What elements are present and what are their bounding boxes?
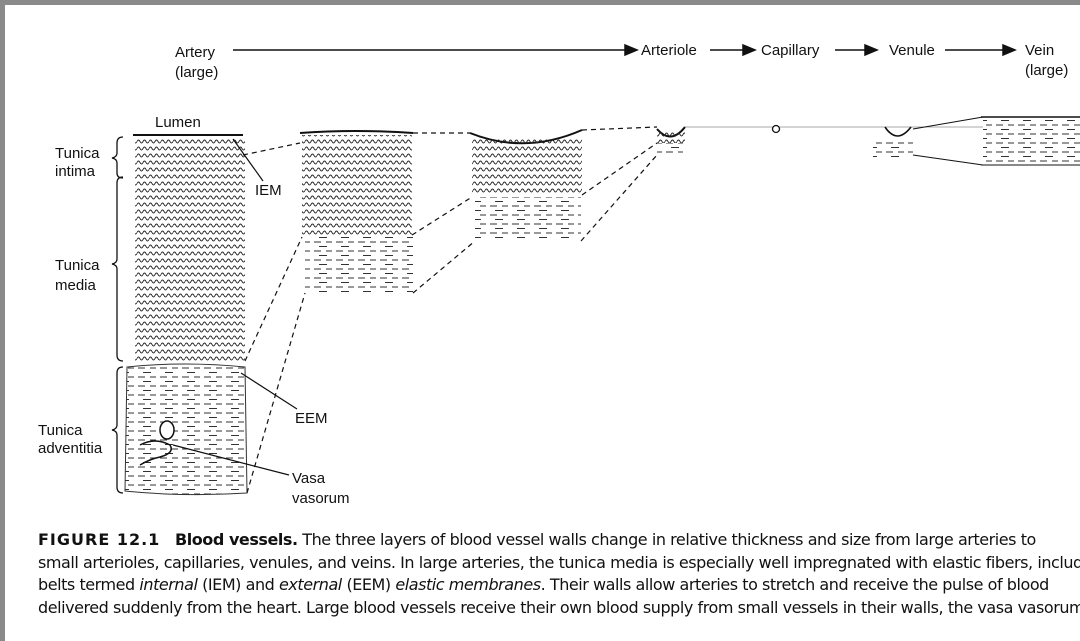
caption-text: belts termed <box>38 575 139 594</box>
figure: Artery (large) Arteriole Capillary Venul… <box>0 0 1080 641</box>
figure-label: FIGURE 12.1 <box>38 530 160 549</box>
caption-text: (EEM) <box>342 575 396 594</box>
caption-line: FIGURE 12.1 Blood vessels. The three lay… <box>38 529 1080 552</box>
flow-label: Capillary <box>761 42 820 59</box>
label: Vasa <box>292 470 326 487</box>
caption-line: small arterioles, capillaries, venules, … <box>38 552 1080 575</box>
label: EEM <box>295 410 328 427</box>
flow-label: Arteriole <box>641 42 697 59</box>
label: Lumen <box>155 114 201 131</box>
flow-label: Venule <box>889 42 935 59</box>
label: adventitia <box>38 440 103 457</box>
flow-label: (large) <box>175 64 218 81</box>
flow-label: (large) <box>1025 62 1068 79</box>
caption-text: The three layers of blood vessel walls c… <box>302 530 1036 549</box>
artery-wall <box>470 130 582 241</box>
artery-wall <box>300 131 413 293</box>
label: IEM <box>255 182 282 199</box>
label: vasorum <box>292 490 350 507</box>
caption-heading: Blood vessels. <box>175 530 298 549</box>
caption-text: small arterioles, capillaries, venules, … <box>38 553 1080 572</box>
label: Tunica <box>55 257 100 274</box>
label: media <box>55 277 97 294</box>
caption-term: elastic membranes <box>395 575 540 594</box>
flow-label: Artery <box>175 44 216 61</box>
flow-label: Vein <box>1025 42 1054 59</box>
label: intima <box>55 163 96 180</box>
venule <box>873 127 913 157</box>
caption-term: internal <box>139 575 197 594</box>
caption-text: . Their walls allow arteries to stretch … <box>541 575 1049 594</box>
arteriole <box>657 127 685 155</box>
label: Tunica <box>55 145 100 162</box>
caption-text: delivered suddenly from the heart. Large… <box>38 598 1080 617</box>
artery-wall <box>125 135 247 495</box>
caption-text: (IEM) and <box>197 575 279 594</box>
caption: FIGURE 12.1 Blood vessels. The three lay… <box>38 529 1080 619</box>
caption-term: external <box>279 575 342 594</box>
vein-wall <box>913 117 1080 165</box>
capillary <box>773 126 780 133</box>
caption-line: belts termed internal (IEM) and external… <box>38 574 1080 597</box>
caption-line: delivered suddenly from the heart. Large… <box>38 597 1080 620</box>
label: Tunica <box>38 422 83 439</box>
braces <box>112 137 123 493</box>
